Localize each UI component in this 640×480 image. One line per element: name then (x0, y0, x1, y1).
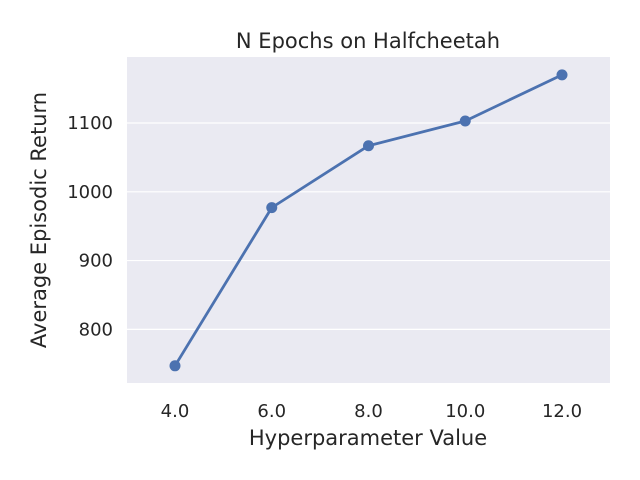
series-layer (169, 69, 568, 372)
x-tick-label: 8.0 (354, 401, 383, 422)
gridlines (127, 122, 610, 330)
x-axis-label: Hyperparameter Value (249, 426, 487, 450)
x-tick-label: 6.0 (257, 401, 286, 422)
x-tick-labels: 4.0 6.0 8.0 10.0 12.0 (161, 401, 582, 422)
data-point (169, 360, 181, 372)
data-point (556, 69, 568, 81)
plot-area (127, 57, 610, 383)
chart-title: N Epochs on Halfcheetah (236, 29, 500, 53)
x-tick-label: 10.0 (445, 401, 485, 422)
y-tick-label: 1000 (67, 182, 113, 203)
data-point (459, 115, 471, 127)
y-tick-label: 1100 (67, 113, 113, 134)
y-tick-labels: 800 900 1000 1100 (67, 113, 113, 340)
y-tick-label: 800 (79, 319, 113, 340)
x-tick-label: 4.0 (161, 401, 190, 422)
x-tick-label: 12.0 (542, 401, 582, 422)
data-point (363, 140, 374, 152)
y-axis-label: Average Episodic Return (27, 92, 51, 348)
data-point (266, 202, 278, 214)
y-tick-label: 900 (79, 251, 113, 272)
